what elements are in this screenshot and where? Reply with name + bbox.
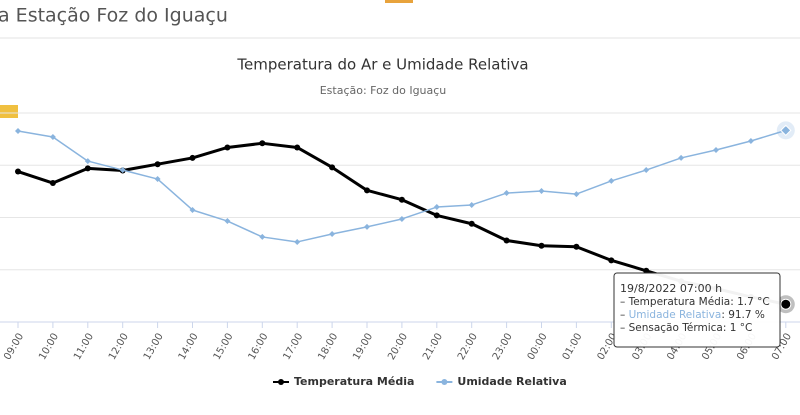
- point: [49, 134, 56, 141]
- point: [154, 161, 161, 168]
- legend-symbol: [278, 379, 284, 385]
- tooltip-part: : 91.7 %: [721, 309, 765, 321]
- chart-title: Temperatura do Ar e Umidade Relativa: [236, 56, 528, 74]
- point: [503, 190, 510, 197]
- point: [15, 168, 21, 175]
- x-tick-label: 15:00: [212, 332, 236, 362]
- point: [433, 212, 440, 219]
- tooltip-title: 19/8/2022 07:00 h: [620, 282, 722, 295]
- point: [398, 215, 405, 222]
- point: [364, 187, 370, 194]
- point: [468, 220, 475, 227]
- point: [259, 140, 266, 147]
- badge: [0, 105, 18, 118]
- point: [538, 187, 545, 194]
- point: [119, 167, 126, 174]
- point: [364, 223, 370, 230]
- point: [573, 191, 580, 198]
- point: [294, 144, 301, 151]
- point: [643, 167, 650, 174]
- point: [329, 164, 336, 171]
- point: [608, 177, 615, 184]
- point: [49, 180, 56, 187]
- point: [15, 127, 21, 134]
- point: [189, 154, 196, 161]
- x-tick-label: 16:00: [247, 332, 271, 362]
- legend-symbol: [441, 379, 448, 385]
- x-tick-label: 23:00: [491, 331, 515, 361]
- point: [294, 238, 301, 245]
- point: [259, 233, 266, 240]
- point: [780, 298, 792, 310]
- tooltip-box: [613, 272, 781, 348]
- x-tick-label: 01:00: [561, 332, 585, 362]
- series-line: [17, 129, 787, 243]
- page-title: a Estação Foz do Iguaçu: [0, 5, 228, 27]
- point: [84, 158, 91, 165]
- tooltip-part: : 1 °C: [723, 322, 752, 334]
- tooltip-line: – Umidade Relativa: 91.7 %: [620, 309, 765, 321]
- point: [503, 237, 510, 244]
- point: [154, 176, 161, 183]
- x-tick-label: 14:00: [177, 332, 201, 362]
- point: [189, 206, 196, 213]
- tooltip-part: –: [620, 322, 629, 334]
- x-tick-label: 00:00: [526, 332, 550, 362]
- point: [538, 242, 545, 249]
- x-tick-label: 09:00: [2, 332, 26, 362]
- tooltip-part: Temperatura Média: [628, 296, 731, 308]
- point: [608, 257, 615, 264]
- tooltip-line: – Temperatura Média: 1.7 °C: [620, 296, 770, 308]
- legend-label[interactable]: Umidade Relativa: [457, 375, 566, 388]
- legend-label[interactable]: Temperatura Média: [294, 375, 414, 388]
- point: [329, 231, 336, 238]
- point: [468, 201, 475, 208]
- x-tick-label: 20:00: [386, 332, 410, 362]
- point: [780, 124, 792, 137]
- point: [573, 243, 580, 250]
- tooltip-part: Sensação Térmica: [629, 322, 723, 334]
- x-tick-label: 12:00: [107, 332, 131, 362]
- point: [84, 165, 91, 172]
- tooltip-line: – Sensação Térmica: 1 °C: [620, 322, 752, 334]
- point: [433, 204, 440, 211]
- x-tick-label: 11:00: [72, 332, 96, 362]
- x-tick-label: 21:00: [421, 332, 445, 362]
- tooltip-part: Umidade Relativa: [629, 309, 722, 321]
- x-tick-label: 13:00: [142, 332, 166, 362]
- x-tick-label: 10:00: [37, 332, 61, 362]
- tab-marker: [385, 0, 413, 3]
- tooltip-part: –: [620, 296, 629, 308]
- chart-subtitle: Estação: Foz do Iguaçu: [320, 84, 447, 97]
- point: [398, 196, 405, 203]
- tooltip-part: –: [620, 309, 629, 321]
- point: [643, 267, 650, 274]
- point: [747, 138, 754, 145]
- tooltip-part: : 1.7 °C: [730, 296, 770, 308]
- point: [713, 146, 719, 153]
- point: [224, 218, 231, 225]
- point: [678, 154, 685, 161]
- x-tick-label: 17:00: [281, 332, 305, 362]
- point: [224, 144, 231, 151]
- x-tick-label: 22:00: [456, 332, 480, 362]
- x-tick-label: 19:00: [351, 332, 375, 362]
- x-tick-label: 18:00: [316, 332, 340, 362]
